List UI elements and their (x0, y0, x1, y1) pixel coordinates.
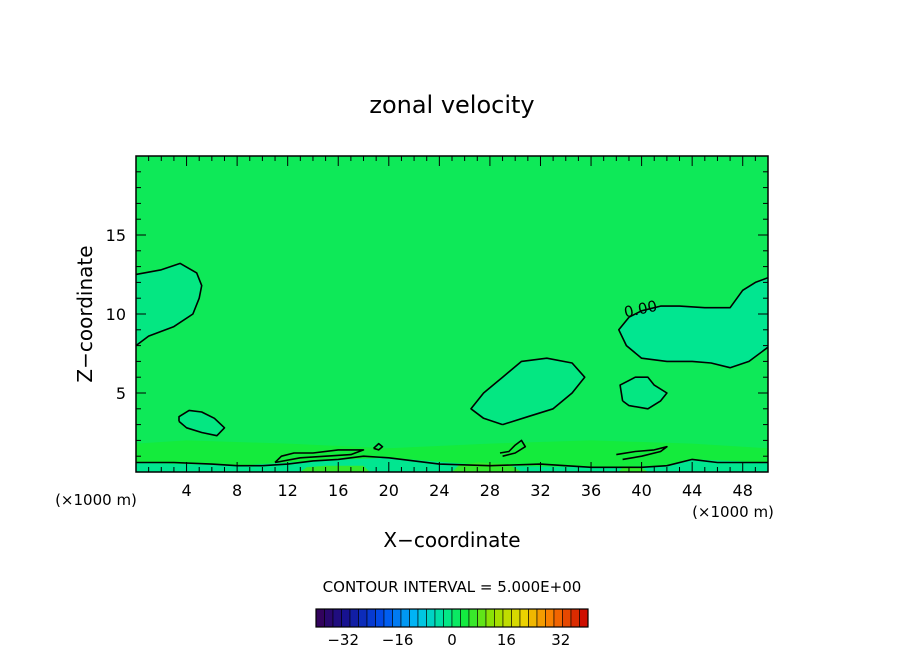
colorbar-band (494, 608, 504, 628)
x-tick-label: 48 (733, 481, 753, 500)
x-axis-unit-left: (×1000 m) (55, 491, 137, 509)
colorbar-band (511, 608, 521, 628)
x-axis-label: X−coordinate (383, 528, 520, 552)
colorbar-band (477, 608, 487, 628)
colorbar-band (426, 608, 436, 628)
colorbar-frame (315, 608, 589, 628)
plot-area: 0.00 (136, 156, 768, 472)
shaded-region-positive-pocket-x-13-18 (300, 465, 370, 472)
contour-line-contour-segment-x-29-31 (499, 439, 527, 457)
x-tick-label: 8 (232, 481, 242, 500)
colorbar-band (570, 608, 580, 628)
colorbar-band (409, 608, 419, 628)
y-tick-label: 15 (106, 226, 126, 245)
contour-line-small-lobe-near-x-5 (178, 409, 226, 437)
colorbar-band (358, 608, 368, 628)
x-tick-label: 20 (379, 481, 399, 500)
shaded-region-negative-pocket-x-40 (620, 377, 667, 409)
x-tick-label: 44 (682, 481, 702, 500)
y-tick-label: 10 (106, 305, 126, 324)
x-tick-label: 24 (429, 481, 449, 500)
colorbar-band (349, 608, 359, 628)
colorbar-band (434, 608, 444, 628)
contour-line-middle-lobe (470, 357, 586, 426)
shaded-region-positive-pocket-x-38-40 (618, 467, 648, 472)
colorbar-band (468, 608, 478, 628)
shaded-region-negative-region-right (618, 277, 768, 368)
shaded-region-negative-pocket-upper-left (136, 263, 202, 346)
chart-title: zonal velocity (369, 91, 534, 119)
colorbar-band (332, 608, 342, 628)
colorbar-tick-label: 32 (551, 631, 570, 649)
colorbar-tick-label: 0 (447, 631, 457, 649)
x-tick-label: 4 (181, 481, 191, 500)
colorbar-band (579, 608, 589, 628)
x-tick-label: 12 (278, 481, 298, 500)
colorbar-tick-label: 16 (497, 631, 516, 649)
x-tick-label: 36 (581, 481, 601, 500)
colorbar-band (519, 608, 529, 628)
shaded-region-negative-pocket-x-5 (179, 410, 225, 436)
colorbar-band (443, 608, 453, 628)
y-axis-label: Z−coordinate (73, 245, 97, 382)
colorbar: −32 −16 0 16 32 (315, 608, 589, 649)
colorbar-band (383, 608, 393, 628)
colorbar-band (315, 608, 325, 628)
x-tick-label: 40 (631, 481, 651, 500)
colorbar-band (502, 608, 512, 628)
colorbar-band (528, 608, 538, 628)
colorbar-band (460, 608, 470, 628)
contour-line-contour-segment-x-38-42 (616, 445, 668, 461)
colorbar-band (341, 608, 351, 628)
x-axis-unit-right: (×1000 m) (692, 503, 774, 521)
colorbar-band (553, 608, 563, 628)
contour-line-contour-segment-x-11-18 (274, 449, 365, 464)
colorbar-band (536, 608, 546, 628)
x-tick-label: 16 (328, 481, 348, 500)
colorbar-band (375, 608, 385, 628)
colorbar-band (366, 608, 376, 628)
colorbar-tick-label: −32 (327, 631, 359, 649)
contour-line-near-surface-contour (136, 455, 768, 469)
contour-line-upper-left-lobe (136, 262, 203, 347)
contour-line-small-loop-near-x-19 (373, 442, 384, 451)
colorbar-band (451, 608, 461, 628)
colorbar-tick-label: −16 (382, 631, 414, 649)
colorbar-band (562, 608, 572, 628)
shaded-region-negative-pocket-middle (471, 358, 585, 425)
colorbar-band (485, 608, 495, 628)
y-tick-label: 5 (116, 384, 126, 403)
colorbar-band (400, 608, 410, 628)
colorbar-band (417, 608, 427, 628)
colorbar-band (324, 608, 334, 628)
x-tick-label: 32 (530, 481, 550, 500)
contour-line-right-region-upper-boundary (628, 276, 768, 318)
colorbar-band (545, 608, 555, 628)
colorbar-band (392, 608, 402, 628)
x-tick-label: 28 (480, 481, 500, 500)
contour-interval-text: CONTOUR INTERVAL = 5.000E+00 (323, 578, 582, 596)
contour-line-right-region-lower-boundary (617, 316, 768, 369)
contour-line-small-lobe-near-x-40 (619, 376, 668, 410)
